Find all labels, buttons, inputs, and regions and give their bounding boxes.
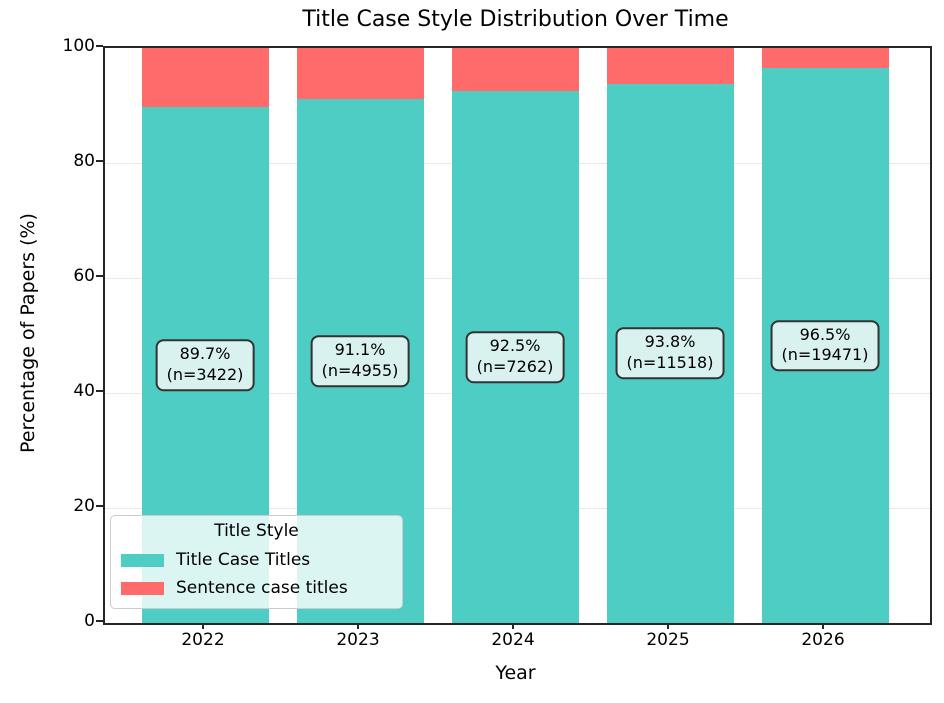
y-tick-label-0: 0 (84, 611, 95, 631)
annotation-2023: 91.1% (n=4955) (310, 335, 410, 387)
y-tick-mark-40 (96, 390, 103, 392)
legend-label: Sentence case titles (176, 578, 348, 598)
x-tick-mark-2026 (822, 623, 824, 629)
y-tick-label-20: 20 (73, 496, 95, 516)
annotation-n: (n=7262) (476, 357, 554, 377)
y-tick-mark-60 (96, 275, 103, 277)
legend: Title Style Title Case Titles Sentence ca… (110, 515, 403, 609)
legend-title: Title Style (214, 521, 299, 541)
legend-row-sentence-case: Sentence case titles (121, 574, 392, 602)
y-tick-mark-20 (96, 505, 103, 507)
legend-swatch-sentence-case (121, 581, 164, 595)
y-axis-label: Percentage of Papers (%) (17, 213, 39, 453)
y-tick-label-60: 60 (73, 266, 95, 286)
x-tick-mark-2025 (667, 623, 669, 629)
x-tick-label-2026: 2026 (801, 630, 845, 650)
annotation-n: (n=19471) (781, 345, 869, 365)
legend-label: Title Case Titles (176, 550, 311, 570)
legend-swatch-title-case (121, 553, 164, 567)
x-tick-mark-2022 (202, 623, 204, 629)
x-tick-label-2024: 2024 (491, 630, 535, 650)
annotation-n: (n=4955) (321, 361, 399, 381)
y-tick-mark-0 (96, 620, 103, 622)
annotation-2026: 96.5% (n=19471) (770, 319, 880, 372)
x-tick-label-2025: 2025 (646, 630, 690, 650)
x-tick-label-2022: 2022 (181, 630, 225, 650)
annotation-2025: 93.8% (n=11518) (615, 327, 725, 380)
annotation-pct: 93.8% (644, 332, 696, 352)
annotation-pct: 96.5% (799, 324, 851, 344)
annotation-pct: 91.1% (334, 340, 386, 360)
annotation-2024: 92.5% (n=7262) (465, 331, 565, 383)
y-tick-label-80: 80 (73, 151, 95, 171)
y-tick-label-40: 40 (73, 381, 95, 401)
legend-entries: Title Case Titles Sentence case titles (121, 546, 392, 602)
chart-title: Title Case Style Distribution Over Time (302, 7, 729, 32)
x-tick-mark-2023 (357, 623, 359, 629)
bar-segment-2023-sentence-case (296, 48, 424, 100)
y-tick-mark-100 (96, 45, 103, 47)
annotation-2022: 89.7% (n=3422) (155, 339, 255, 391)
bar-segment-2025-sentence-case (606, 48, 734, 84)
y-tick-mark-80 (96, 160, 103, 162)
legend-row-title-case: Title Case Titles (121, 546, 392, 574)
annotation-pct: 89.7% (179, 344, 231, 364)
x-tick-mark-2024 (512, 623, 514, 629)
x-tick-label-2023: 2023 (336, 630, 380, 650)
annotation-n: (n=3422) (166, 365, 244, 385)
bar-segment-2024-sentence-case (451, 48, 579, 92)
y-tick-label-100: 100 (62, 36, 95, 56)
x-axis-label: Year (495, 662, 536, 684)
bar-segment-2026-sentence-case (761, 48, 889, 69)
annotation-pct: 92.5% (489, 336, 541, 356)
annotation-n: (n=11518) (626, 353, 714, 373)
bar-segment-2022-sentence-case (141, 48, 269, 108)
